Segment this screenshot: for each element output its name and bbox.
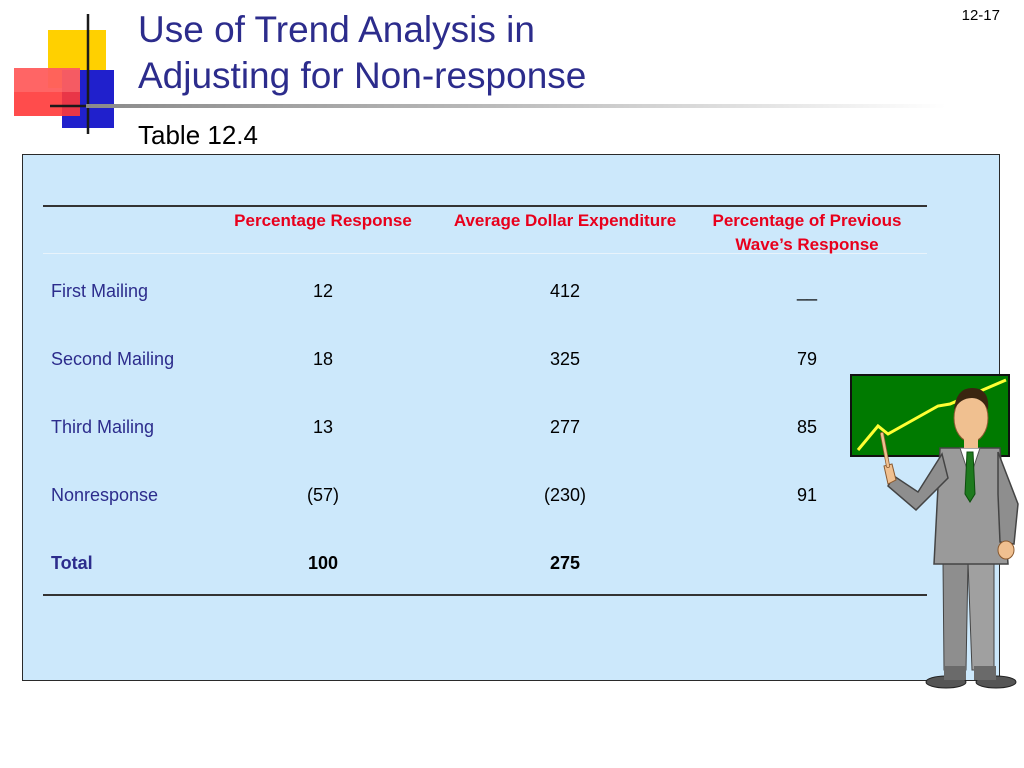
table-row: Second Mailing 18 325 79 [23, 347, 1001, 377]
slide-title-line-1: Use of Trend Analysis in [138, 9, 535, 50]
cell-percentage-response: 100 [307, 553, 339, 573]
cell-average-dollar: 325 [549, 349, 581, 369]
cell-average-dollar: 277 [549, 417, 581, 437]
table-row: Nonresponse (57) (230) 91 [23, 483, 1001, 513]
cell-percentage-response: 13 [312, 417, 334, 437]
cell-percentage-response: (57) [306, 485, 339, 505]
table-caption: Table 12.4 [138, 120, 258, 150]
cell-average-dollar: (230) [543, 485, 587, 505]
data-table: Percentage Response Average Dollar Expen… [22, 154, 1000, 681]
table-row: Third Mailing 13 277 85 [23, 415, 1001, 445]
column-header-percentage-response: Percentage Response [234, 211, 412, 230]
row-label: Third Mailing [51, 417, 155, 437]
cell-average-dollar: 412 [549, 281, 581, 301]
slide-title: Use of Trend Analysis in Adjusting for N… [138, 7, 586, 99]
cell-previous-wave: 85 [796, 417, 818, 437]
cell-average-dollar: 275 [549, 553, 581, 573]
title-underline [86, 104, 946, 108]
table-row-total: Total 100 275 [23, 551, 1001, 581]
slide-number: 12-17 [961, 7, 1000, 24]
cell-previous-wave: __ [796, 281, 818, 301]
table-header-rule [43, 253, 927, 254]
cell-previous-wave: 91 [796, 485, 818, 505]
table-row: First Mailing 12 412 __ [23, 279, 1001, 309]
row-label: Nonresponse [51, 485, 159, 505]
row-label: Second Mailing [51, 349, 175, 369]
cell-percentage-response: 18 [312, 349, 334, 369]
column-header-percentage-previous-wave: Percentage of Previous Wave’s Response [712, 211, 902, 254]
row-label: First Mailing [51, 281, 149, 301]
cell-previous-wave: 79 [796, 349, 818, 369]
table-top-rule [43, 205, 927, 207]
presenter-icon [850, 374, 1019, 689]
decorative-squares-icon [14, 14, 140, 134]
row-label: Total [51, 553, 93, 573]
cell-percentage-response: 12 [312, 281, 334, 301]
table-bottom-rule [43, 594, 927, 596]
slide-title-line-2: Adjusting for Non-response [138, 55, 587, 96]
column-header-average-dollar-expenditure: Average Dollar Expenditure [453, 211, 677, 230]
